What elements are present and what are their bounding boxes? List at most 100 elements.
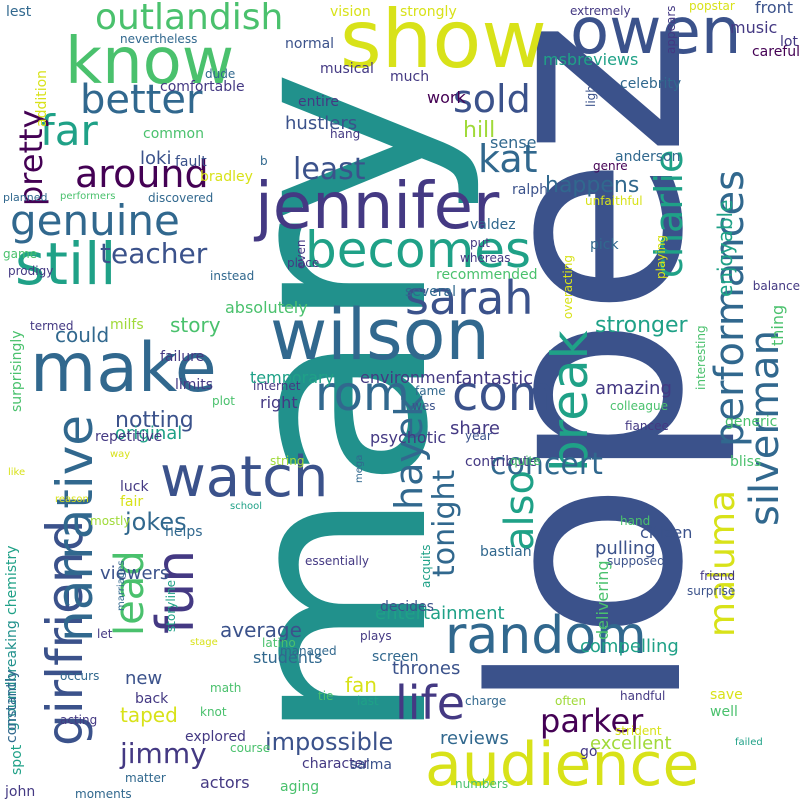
cloud-word: place — [287, 256, 320, 270]
cloud-word: ralph — [512, 182, 548, 198]
cloud-word: aging — [280, 779, 320, 795]
cloud-word: stage — [190, 637, 218, 648]
cloud-word: marriages — [116, 560, 127, 611]
cloud-word: fair — [120, 494, 144, 510]
cloud-word: audience — [425, 730, 700, 800]
cloud-word: termed — [30, 319, 74, 333]
cloud-word: school — [230, 501, 263, 512]
cloud-word: even — [294, 239, 308, 269]
cloud-word: thrones — [392, 658, 461, 679]
cloud-word: average — [220, 618, 302, 642]
cloud-word: common — [143, 126, 204, 142]
cloud-word: occurs — [60, 669, 100, 683]
cloud-word: excellent — [590, 733, 672, 754]
cloud-word: concert — [490, 447, 603, 482]
cloud-word: game — [3, 247, 38, 261]
cloud-word: moments — [75, 787, 132, 800]
cloud-word: quite — [510, 454, 541, 468]
cloud-word: pick — [590, 237, 619, 253]
cloud-word: rom — [315, 366, 410, 422]
cloud-word: wes — [412, 399, 436, 413]
cloud-word: parker — [540, 702, 644, 740]
cloud-word: recommended — [436, 267, 538, 283]
cloud-word: b — [260, 154, 268, 168]
cloud-word: comfortable — [160, 79, 245, 95]
cloud-word: surprisingly — [9, 330, 25, 412]
cloud-word: new — [125, 668, 163, 689]
cloud-word: performers — [60, 191, 116, 202]
cloud-word: sense — [490, 133, 537, 152]
cloud-word: several — [405, 284, 457, 300]
cloud-word: let — [97, 627, 113, 641]
cloud-word: failure — [160, 349, 205, 365]
cloud-word: fantastic — [455, 368, 534, 389]
cloud-word: maluma — [702, 489, 743, 637]
cloud-word: work — [427, 88, 466, 107]
cloud-word: balance — [752, 279, 800, 293]
cloud-word: latino — [262, 636, 296, 650]
cloud-word: mega — [354, 454, 365, 483]
cloud-word: light — [584, 80, 598, 107]
cloud-word: mostly — [90, 514, 131, 528]
cloud-word: still — [15, 230, 117, 298]
cloud-word: citizen — [640, 523, 693, 542]
cloud-word: far — [40, 106, 98, 155]
cloud-word: happens — [545, 173, 640, 198]
cloud-word: hand — [620, 514, 651, 528]
cloud-word: front — [755, 0, 794, 17]
cloud-word: numbers — [455, 777, 509, 791]
cloud-word: least — [293, 152, 366, 187]
cloud-word: save — [710, 687, 743, 703]
cloud-word: interesting — [694, 325, 708, 390]
cloud-word: loki — [140, 148, 172, 169]
cloud-word: pulling — [595, 538, 656, 559]
cloud-word: viewers — [100, 563, 170, 584]
cloud-word: lot — [780, 34, 798, 50]
cloud-word: right — [260, 393, 298, 412]
cloud-word: com — [452, 366, 555, 422]
cloud-word: fame — [415, 384, 446, 398]
cloud-word: jimmy — [120, 737, 207, 770]
cloud-word: jokes — [125, 508, 187, 536]
cloud-word: strident — [615, 724, 662, 738]
cloud-word: entire — [298, 94, 339, 110]
cloud-word: put — [470, 236, 490, 250]
cloud-word: music — [730, 18, 778, 37]
cloud-word: appears — [664, 5, 678, 54]
cloud-word: chemistry — [4, 545, 20, 615]
cloud-word: msbreviews — [543, 50, 639, 69]
cloud-word: go — [580, 744, 598, 760]
cloud-word: tonight — [427, 469, 462, 577]
cloud-word: psychotic — [370, 428, 447, 447]
cloud-word: charge — [465, 694, 507, 708]
cloud-word: surprise — [687, 584, 736, 598]
cloud-word: original — [115, 423, 183, 444]
cloud-word: bradley — [200, 169, 253, 185]
cloud-word: actors — [200, 773, 250, 792]
cloud-word: around — [75, 152, 209, 196]
cloud-word: normal — [285, 36, 335, 52]
cloud-word: essentially — [305, 554, 370, 568]
cloud-word: also — [497, 470, 543, 551]
cloud-word: hill — [463, 118, 496, 143]
cloud-word: playing — [654, 235, 668, 279]
cloud-word: amazing — [595, 378, 672, 399]
cloud-word: valdez — [470, 217, 516, 233]
cloud-word: nevertheless — [120, 32, 198, 46]
cloud-word: john — [5, 784, 36, 800]
cloud-word: colleague — [610, 399, 668, 413]
cloud-word: notting — [115, 408, 194, 433]
cloud-word: becomes — [305, 221, 532, 279]
cloud-word: better — [80, 77, 203, 123]
cloud-word: anderson — [615, 149, 681, 165]
cloud-word: string — [270, 454, 305, 468]
cloud-word: hang — [330, 127, 361, 141]
cloud-word: friend — [700, 569, 736, 583]
cloud-word: absolutely — [225, 298, 308, 317]
cloud-word: taped — [120, 703, 178, 727]
cloud-word: hustlers — [285, 113, 358, 134]
cloud-word: narrative — [46, 414, 104, 642]
cloud-word: celebrity — [620, 76, 682, 92]
cloud-word: dude — [205, 67, 236, 81]
cloud-word: sold — [453, 77, 531, 121]
